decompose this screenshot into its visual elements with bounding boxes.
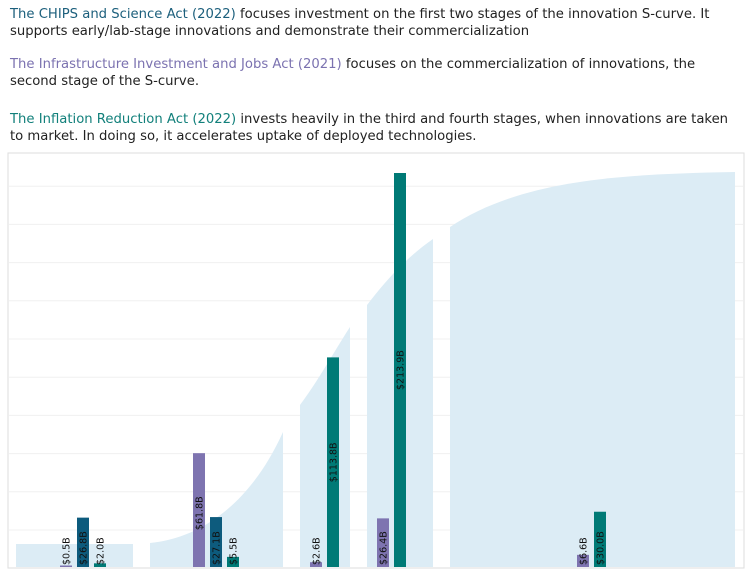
chips-paragraph: The CHIPS and Science Act (2022) focuses… bbox=[10, 6, 740, 40]
bar-data-label: $26.8B bbox=[79, 531, 90, 565]
bar-ira bbox=[594, 511, 606, 567]
s-curve-stage-1 bbox=[16, 544, 133, 567]
bar-iija bbox=[577, 554, 589, 567]
s-curve-stage-2 bbox=[150, 432, 283, 567]
bar-iija bbox=[310, 562, 322, 567]
bar-data-label: $5.5B bbox=[229, 537, 240, 565]
iija-title: The Infrastructure Investment and Jobs A… bbox=[10, 57, 342, 72]
bar-data-label: $6.6B bbox=[579, 537, 590, 565]
iija-paragraph: The Infrastructure Investment and Jobs A… bbox=[10, 56, 740, 90]
bar-ira bbox=[94, 563, 106, 567]
bars: $0.5B $26.8B $2.0B $61.8B $27.1B $5.5B $2.6B $1… bbox=[60, 173, 607, 567]
bar-ira bbox=[227, 556, 239, 567]
bar-data-label: $113.8B bbox=[329, 442, 340, 482]
s-curve-stage-5 bbox=[450, 172, 735, 567]
bar-iija bbox=[193, 453, 205, 567]
bar-data-label: $27.1B bbox=[212, 531, 223, 565]
chips-text: focuses investment on the first two stag… bbox=[10, 7, 710, 39]
bar-ira bbox=[327, 357, 339, 567]
bar-data-label: $30.0B bbox=[596, 531, 607, 565]
bar-chips bbox=[210, 517, 222, 567]
iija-text: focuses on the commercialization of inno… bbox=[10, 57, 696, 89]
bar-ira bbox=[394, 173, 406, 567]
bar-data-label: $2.0B bbox=[96, 537, 107, 565]
bar-data-label: $213.9B bbox=[396, 350, 407, 390]
ira-paragraph: The Inflation Reduction Act (2022) inves… bbox=[10, 111, 740, 145]
bar-data-label: $61.8B bbox=[195, 496, 206, 530]
bar-data-label: $2.6B bbox=[312, 537, 323, 565]
ira-title: The Inflation Reduction Act (2022) bbox=[10, 112, 237, 127]
bar-chips bbox=[77, 517, 89, 567]
chips-title: The CHIPS and Science Act (2022) bbox=[10, 7, 236, 22]
bar-data-label: $26.4B bbox=[379, 531, 390, 565]
bar-iija bbox=[377, 518, 389, 567]
bar-iija bbox=[60, 565, 72, 567]
bar-data-label: $0.5B bbox=[62, 537, 73, 565]
ira-text: invests heavily in the third and fourth … bbox=[10, 112, 729, 144]
